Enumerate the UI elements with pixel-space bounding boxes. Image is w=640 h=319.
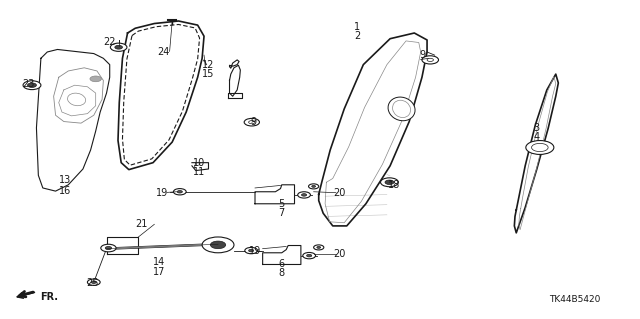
- Text: 18: 18: [388, 180, 400, 190]
- Circle shape: [532, 143, 548, 152]
- Text: FR.: FR.: [40, 292, 58, 302]
- Circle shape: [110, 43, 127, 51]
- Text: 25: 25: [86, 278, 99, 288]
- Text: 2: 2: [354, 31, 360, 41]
- Circle shape: [245, 248, 257, 254]
- Text: TK44B5420: TK44B5420: [549, 295, 600, 304]
- Circle shape: [100, 244, 116, 252]
- Text: 9: 9: [251, 116, 257, 127]
- Circle shape: [23, 81, 41, 90]
- Circle shape: [173, 189, 186, 195]
- Text: 16: 16: [59, 186, 71, 196]
- Circle shape: [526, 141, 554, 154]
- Circle shape: [202, 237, 234, 253]
- Text: 15: 15: [202, 69, 214, 79]
- Text: 8: 8: [278, 268, 285, 278]
- Circle shape: [105, 247, 111, 250]
- Circle shape: [381, 178, 398, 187]
- Text: 11: 11: [193, 167, 205, 177]
- Circle shape: [317, 247, 321, 249]
- Text: 5: 5: [278, 199, 285, 209]
- Circle shape: [534, 144, 546, 151]
- Text: 20: 20: [333, 188, 346, 198]
- Circle shape: [422, 56, 438, 64]
- Circle shape: [312, 185, 316, 187]
- Text: 10: 10: [193, 158, 205, 168]
- Circle shape: [248, 121, 255, 124]
- Text: 22: 22: [104, 38, 116, 48]
- Circle shape: [177, 190, 182, 193]
- Text: 19: 19: [156, 188, 168, 198]
- Text: 14: 14: [154, 257, 166, 267]
- Text: 4: 4: [534, 132, 540, 142]
- Circle shape: [303, 252, 316, 259]
- Text: 12: 12: [202, 60, 214, 70]
- Text: 1: 1: [354, 22, 360, 32]
- Circle shape: [427, 58, 433, 62]
- Circle shape: [301, 194, 307, 196]
- Circle shape: [90, 76, 101, 82]
- Circle shape: [314, 245, 324, 250]
- Circle shape: [211, 241, 226, 249]
- Text: 13: 13: [59, 175, 71, 185]
- Text: 23: 23: [22, 78, 35, 89]
- Text: 7: 7: [278, 208, 285, 218]
- Text: 6: 6: [278, 259, 285, 269]
- Circle shape: [28, 83, 36, 87]
- Text: 3: 3: [534, 123, 540, 133]
- Circle shape: [308, 184, 319, 189]
- Text: 17: 17: [153, 267, 166, 277]
- Ellipse shape: [388, 97, 415, 121]
- Text: 20: 20: [333, 249, 346, 259]
- Circle shape: [244, 118, 259, 126]
- Circle shape: [92, 281, 97, 284]
- Text: 9: 9: [419, 50, 425, 60]
- Text: 19: 19: [249, 246, 261, 256]
- Text: 21: 21: [136, 219, 148, 229]
- Circle shape: [248, 249, 253, 252]
- Circle shape: [298, 192, 310, 198]
- Circle shape: [115, 45, 122, 49]
- Text: 24: 24: [157, 47, 170, 57]
- Circle shape: [307, 254, 312, 257]
- Circle shape: [88, 279, 100, 286]
- Circle shape: [385, 180, 394, 184]
